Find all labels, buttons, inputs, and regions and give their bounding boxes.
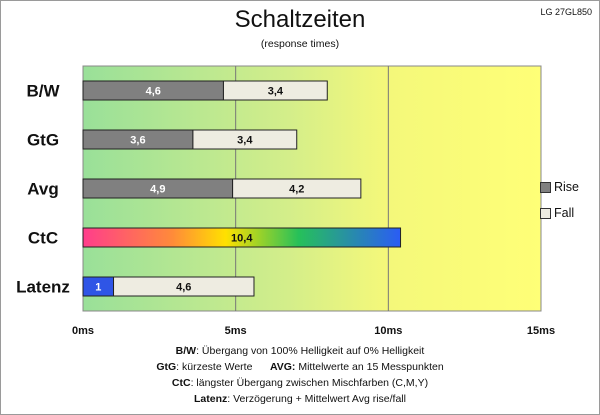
- footnote-ctc: CtC: längster Übergang zwischen Mischfar…: [1, 377, 599, 389]
- bar-fall-avg: [232, 178, 362, 199]
- legend-fall: Fall: [540, 206, 575, 220]
- footnote-bw: B/W: Übergang von 100% Helligkeit auf 0%…: [1, 345, 599, 357]
- footnote-latenz-key: Latenz: [194, 393, 228, 405]
- x-tick-label-3: 15ms: [527, 325, 555, 337]
- bar-fall-label-latenz: 4,6: [176, 282, 191, 294]
- category-label-2: Avg: [27, 180, 59, 199]
- bar-label-ctc: 10,4: [231, 233, 253, 245]
- footnote-ctc-text: : längster Übergang zwischen Mischfarben…: [190, 377, 429, 389]
- x-tick-label-0: 0ms: [72, 325, 94, 337]
- bar-fall-label-avg: 4,2: [289, 184, 304, 196]
- footnote-bw-text: : Übergang von 100% Helligkeit auf 0% He…: [196, 345, 425, 357]
- bar-fall-latenz: [113, 276, 255, 297]
- legend-fall-swatch: [540, 208, 551, 219]
- bars: 4,6 3,4 3,6 3,4 4,9 4,2 10,4 1 4,6: [82, 80, 402, 297]
- legend-fall-label: Fall: [554, 206, 575, 220]
- bar-fall-gtg: [192, 129, 298, 150]
- bar-fall-b-w: [222, 80, 328, 101]
- category-label-0: B/W: [26, 82, 60, 101]
- footnote-bw-key: B/W: [175, 345, 197, 357]
- chart-subtitle: (response times): [260, 38, 340, 50]
- bar-rise-label-gtg: 3,6: [130, 135, 145, 147]
- footnote-gtg-key: GtG: [156, 361, 177, 373]
- footnote-latenz-text: : Verzögerung + Mittelwert Avg rise/fall: [227, 393, 406, 405]
- chart-title: Schaltzeiten: [234, 6, 366, 33]
- x-tick-label-2: 10ms: [374, 325, 402, 337]
- bar-rise-label-latenz: 1: [95, 282, 101, 294]
- bar-rise-label-b-w: 4,6: [146, 86, 161, 98]
- x-tick-labels: 0ms 5ms 10ms 15ms: [72, 325, 555, 337]
- legend-rise: Rise: [540, 180, 580, 194]
- legend-rise-swatch: [540, 182, 551, 193]
- footnote-ctc-key: CtC: [171, 377, 191, 389]
- bar-fall-label-gtg: 3,4: [237, 135, 253, 147]
- bar-rise-label-avg: 4,9: [150, 184, 165, 196]
- footnote-avg-text: Mittelwerte an 15 Messpunkten: [295, 361, 444, 373]
- x-tick-label-1: 5ms: [225, 325, 247, 337]
- footnote-latenz: Latenz: Verzögerung + Mittelwert Avg ris…: [1, 393, 599, 405]
- legend-rise-label: Rise: [554, 180, 580, 194]
- footnote-gtg-avg: GtG: kürzeste Werte AVG: Mittelwerte an …: [1, 361, 599, 373]
- category-label-3: CtC: [28, 229, 58, 248]
- footnote-avg-key: AVG:: [269, 361, 296, 373]
- monitor-model: LG 27GL850: [540, 7, 592, 17]
- category-label-4: Latenz: [16, 278, 70, 297]
- footnote-gtg-text: : kürzeste Werte: [176, 361, 253, 373]
- category-labels: B/W GtG Avg CtC Latenz: [16, 82, 70, 297]
- category-label-1: GtG: [27, 131, 59, 150]
- bar-ctc: [82, 227, 402, 248]
- bar-fall-label-b-w: 3,4: [268, 86, 284, 98]
- bar-chart: 4,6 3,4 3,6 3,4 4,9 4,2 10,4 1 4,6 B/W GtG Avg CtC L…: [16, 65, 555, 337]
